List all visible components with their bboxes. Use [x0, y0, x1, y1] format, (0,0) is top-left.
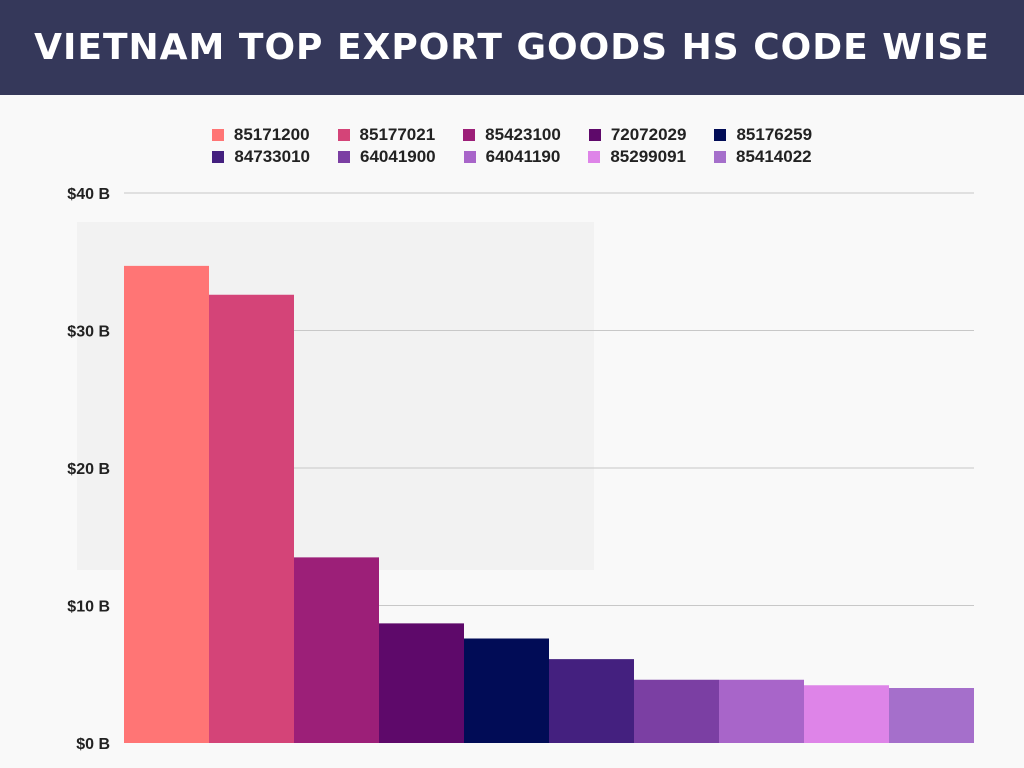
bars [124, 265, 974, 743]
legend-swatch [212, 151, 225, 163]
y-tick-label: $40 B [67, 186, 110, 203]
legend-item-85171200: 85171200 [211, 125, 310, 145]
bar-85423100 [294, 557, 379, 743]
header-bar: VIETNAM TOP EXPORT GOODS HS CODE WISE [0, 0, 1024, 95]
legend-item-64041900: 64041900 [338, 147, 436, 167]
legend: 85171200 85177021 85423100 72072029 85176259… [0, 124, 1024, 168]
legend-swatch [713, 151, 726, 163]
bar-64041190 [719, 679, 804, 743]
legend-swatch [463, 151, 476, 163]
legend-label: 85423100 [485, 125, 561, 144]
legend-item-85299091: 85299091 [588, 147, 686, 167]
bar-72072029 [379, 623, 464, 743]
bar-84733010 [549, 659, 634, 743]
legend-label: 64041190 [485, 147, 561, 166]
legend-label: 85299091 [610, 147, 686, 166]
legend-row: 85171200 85177021 85423100 72072029 85176259 [0, 124, 1024, 146]
legend-swatch [714, 129, 727, 141]
bar-85171200 [124, 265, 209, 743]
legend-item-85414022: 85414022 [713, 147, 812, 167]
bar-85299091 [804, 685, 889, 743]
legend-item-72072029: 72072029 [588, 125, 687, 145]
legend-item-85177021: 85177021 [337, 125, 436, 145]
legend-item-85423100: 85423100 [463, 125, 561, 145]
y-tick-label: $0 B [76, 736, 110, 753]
bar-64041900 [634, 679, 719, 743]
y-axis: $0 B $10 B $20 B $30 B $40 B [67, 186, 110, 753]
legend-swatch [211, 129, 224, 141]
legend-label: 84733010 [234, 147, 310, 166]
legend-item-85176259: 85176259 [714, 125, 812, 145]
bar-85177021 [209, 294, 294, 743]
legend-swatch [463, 129, 476, 141]
legend-item-64041190: 64041190 [463, 147, 561, 167]
legend-label: 72072029 [610, 125, 687, 144]
legend-swatch [588, 151, 601, 163]
legend-swatch [588, 129, 601, 141]
bar-85414022 [889, 688, 974, 743]
legend-label: 85177021 [359, 125, 436, 144]
y-tick-label: $20 B [67, 461, 110, 478]
legend-label: 85176259 [736, 125, 813, 144]
bar-85176259 [464, 638, 549, 743]
legend-swatch [337, 129, 350, 141]
legend-label: 85414022 [735, 147, 812, 166]
y-tick-label: $10 B [67, 599, 110, 616]
legend-item-84733010: 84733010 [212, 147, 310, 167]
legend-label: 85171200 [233, 125, 310, 144]
legend-row: 84733010 64041900 64041190 85299091 85414022 [0, 146, 1024, 168]
chart-title: VIETNAM TOP EXPORT GOODS HS CODE WISE [34, 27, 990, 68]
y-tick-label: $30 B [67, 324, 110, 341]
legend-label: 64041900 [360, 147, 436, 166]
legend-swatch [338, 151, 350, 163]
